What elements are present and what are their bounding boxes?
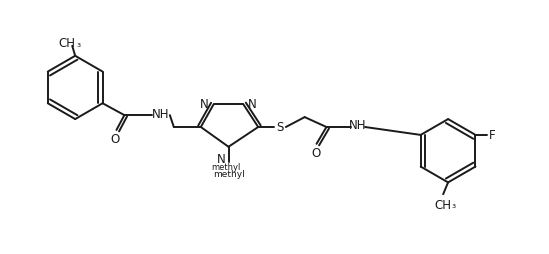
Text: F: F <box>489 129 496 142</box>
Text: NH: NH <box>349 118 367 131</box>
Text: CH: CH <box>59 37 76 50</box>
Text: NH: NH <box>152 107 170 120</box>
Text: ₃: ₃ <box>76 39 80 49</box>
Text: N: N <box>248 97 257 110</box>
Text: ₃: ₃ <box>452 199 456 209</box>
Text: O: O <box>311 147 320 160</box>
Text: O: O <box>111 133 120 146</box>
Text: methyl: methyl <box>212 169 244 178</box>
Text: S: S <box>276 121 284 134</box>
Text: N: N <box>200 97 209 110</box>
Text: CH: CH <box>435 198 452 211</box>
Text: N: N <box>217 152 226 165</box>
Text: methyl: methyl <box>211 162 240 171</box>
